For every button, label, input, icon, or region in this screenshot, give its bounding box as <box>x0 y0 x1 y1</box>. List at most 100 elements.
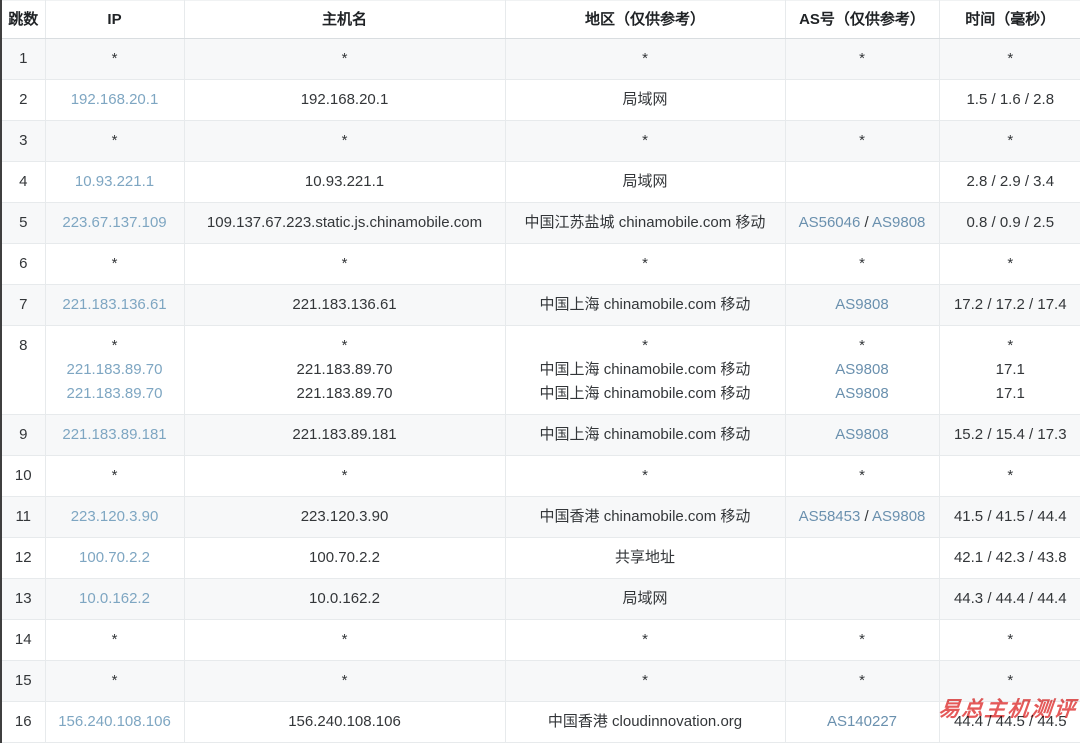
header-time: 时间（毫秒） <box>939 0 1080 39</box>
region-cell: 局域网 <box>505 79 786 121</box>
ip-cell: 10.93.221.1 <box>45 161 185 203</box>
as-link[interactable]: AS9808 <box>872 214 926 231</box>
asn-separator: / <box>860 508 873 525</box>
table-row: 16 156.240.108.106 156.240.108.106 中国香港 clo… <box>1 701 1080 743</box>
ip-link[interactable]: 223.120.3.90 <box>70 508 159 525</box>
asn-cell: AS140227 <box>785 701 940 743</box>
hostname-cell: * <box>184 455 506 497</box>
table-header: 跳数 IP 主机名 地区（仅供参考） AS号（仅供参考） 时间（毫秒） <box>1 0 1080 39</box>
hostname-cell: 10.93.221.1 <box>184 161 506 203</box>
region-cell: 共享地址 <box>505 537 786 579</box>
hostname-cell: * <box>184 243 506 285</box>
asn-cell: * <box>785 243 940 285</box>
ip-cell: * <box>45 660 185 702</box>
asn-placeholder: * <box>859 467 865 484</box>
table-row: 13 10.0.162.2 10.0.162.2 局域网 44.3 / 44.4 / 4… <box>1 578 1080 620</box>
as-link[interactable]: AS9808 <box>835 296 889 313</box>
table-row: 10 * * * * * <box>1 455 1080 497</box>
asn-cell <box>785 79 940 121</box>
ip-link[interactable]: 221.183.89.181 <box>62 426 167 443</box>
hop-cell: 5 <box>1 202 46 244</box>
table-row: 8 * 221.183.89.70 221.183.89.70 * 221.183.89.… <box>1 325 1080 415</box>
as-link[interactable]: AS9808 <box>835 426 889 443</box>
time-cell: * 17.1 17.1 <box>939 325 1080 415</box>
hostname-cell: 192.168.20.1 <box>184 79 506 121</box>
table-row: 5 223.67.137.109 109.137.67.223.static.js.… <box>1 202 1080 244</box>
header-ip: IP <box>45 0 185 39</box>
header-region: 地区（仅供参考） <box>505 0 786 39</box>
time-cell: 44.3 / 44.4 / 44.4 <box>939 578 1080 620</box>
ip-link[interactable]: 10.0.162.2 <box>79 590 150 607</box>
table-row: 7 221.183.136.61 221.183.136.61 中国上海 chinam… <box>1 284 1080 326</box>
hostname-cell: 221.183.136.61 <box>184 284 506 326</box>
ip-cell: * 221.183.89.70 221.183.89.70 <box>45 325 185 415</box>
time-cell: 44.4 / 44.5 / 44.5 <box>939 701 1080 743</box>
ip-placeholder: * <box>111 631 118 648</box>
ip-link[interactable]: 223.67.137.109 <box>62 214 167 231</box>
ip-link[interactable]: 221.183.136.61 <box>62 296 167 313</box>
time-cell: * <box>939 619 1080 661</box>
as-link[interactable]: AS9808 <box>835 361 889 378</box>
hostname-cell: 156.240.108.106 <box>184 701 506 743</box>
asn-cell <box>785 161 940 203</box>
ip-link[interactable]: 192.168.20.1 <box>70 91 159 108</box>
as-link[interactable]: AS140227 <box>826 713 898 730</box>
ip-placeholder: * <box>111 467 118 484</box>
asn-cell: AS56046 / AS9808 <box>785 202 940 244</box>
ip-cell: 100.70.2.2 <box>45 537 185 579</box>
table-row: 15 * * * * * <box>1 660 1080 702</box>
hop-cell: 14 <box>1 619 46 661</box>
hop-cell: 3 <box>1 120 46 162</box>
ip-cell: 221.183.136.61 <box>45 284 185 326</box>
region-cell: * <box>505 120 786 162</box>
ip-cell: 221.183.89.181 <box>45 414 185 456</box>
as-link[interactable]: AS9808 <box>872 508 926 525</box>
hop-cell: 2 <box>1 79 46 121</box>
ip-link[interactable]: 10.93.221.1 <box>74 173 155 190</box>
asn-placeholder: * <box>859 50 865 67</box>
as-link[interactable]: AS56046 <box>798 214 861 231</box>
header-row: 跳数 IP 主机名 地区（仅供参考） AS号（仅供参考） 时间（毫秒） <box>1 0 1080 39</box>
as-link[interactable]: AS9808 <box>835 385 889 402</box>
region-cell: * <box>505 660 786 702</box>
asn-cell: * <box>785 619 940 661</box>
as-link[interactable]: AS58453 <box>798 508 861 525</box>
region-cell: 局域网 <box>505 578 786 620</box>
hostname-cell: 100.70.2.2 <box>184 537 506 579</box>
time-cell: * <box>939 660 1080 702</box>
asn-placeholder: * <box>859 337 865 354</box>
hop-cell: 15 <box>1 660 46 702</box>
ip-placeholder: * <box>111 337 118 354</box>
ip-placeholder: * <box>111 255 118 272</box>
region-cell: * 中国上海 chinamobile.com 移动 中国上海 chinamobile… <box>505 325 786 415</box>
ip-placeholder: * <box>111 132 118 149</box>
table-row: 2 192.168.20.1 192.168.20.1 局域网 1.5 / 1.6 / … <box>1 79 1080 121</box>
asn-placeholder: * <box>859 132 865 149</box>
hop-cell: 8 <box>1 325 46 415</box>
asn-cell: * <box>785 120 940 162</box>
hop-cell: 12 <box>1 537 46 579</box>
ip-placeholder: * <box>111 672 118 689</box>
ip-cell: 156.240.108.106 <box>45 701 185 743</box>
header-asn: AS号（仅供参考） <box>785 0 940 39</box>
asn-separator: / <box>860 214 873 231</box>
time-cell: 2.8 / 2.9 / 3.4 <box>939 161 1080 203</box>
ip-link[interactable]: 221.183.89.70 <box>66 361 163 378</box>
ip-cell: 192.168.20.1 <box>45 79 185 121</box>
table-row: 11 223.120.3.90 223.120.3.90 中国香港 chinamobi… <box>1 496 1080 538</box>
ip-cell: * <box>45 243 185 285</box>
ip-link[interactable]: 156.240.108.106 <box>58 713 171 730</box>
asn-cell: * AS9808 AS9808 <box>785 325 940 415</box>
region-cell: 中国上海 chinamobile.com 移动 <box>505 414 786 456</box>
region-cell: 中国香港 cloudinnovation.org <box>505 701 786 743</box>
asn-cell <box>785 537 940 579</box>
hop-cell: 6 <box>1 243 46 285</box>
ip-cell: 223.120.3.90 <box>45 496 185 538</box>
asn-cell: * <box>785 455 940 497</box>
ip-link[interactable]: 100.70.2.2 <box>79 549 150 566</box>
table-body: 1 * * * * * 2 192.168.20.1 192.168.20.1 局域网 1.5 / … <box>1 38 1080 743</box>
time-cell: 0.8 / 0.9 / 2.5 <box>939 202 1080 244</box>
ip-link[interactable]: 221.183.89.70 <box>66 385 163 402</box>
hostname-cell: 221.183.89.181 <box>184 414 506 456</box>
